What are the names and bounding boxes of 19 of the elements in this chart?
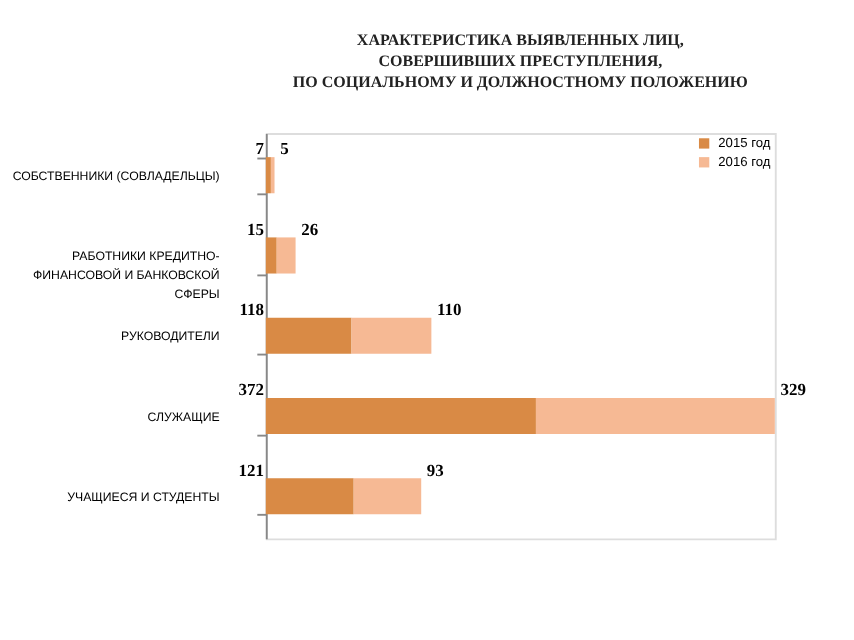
bar (351, 317, 432, 354)
bar (265, 317, 352, 354)
bar (535, 397, 775, 435)
data-label: 110 (437, 298, 462, 319)
data-label: 26 (301, 218, 319, 239)
data-label: 118 (239, 298, 264, 319)
data-label: 5 (280, 138, 289, 159)
bar (265, 237, 277, 274)
bar (265, 157, 271, 194)
data-label: 15 (246, 218, 264, 239)
bar (265, 478, 354, 515)
data-label: 93 (426, 459, 444, 480)
bar (353, 478, 422, 515)
data-label: 7 (255, 138, 266, 159)
bar (276, 237, 296, 274)
data-label: 329 (780, 379, 806, 400)
bar (265, 397, 536, 435)
data-label: 121 (238, 459, 264, 480)
data-label: 372 (238, 379, 264, 400)
